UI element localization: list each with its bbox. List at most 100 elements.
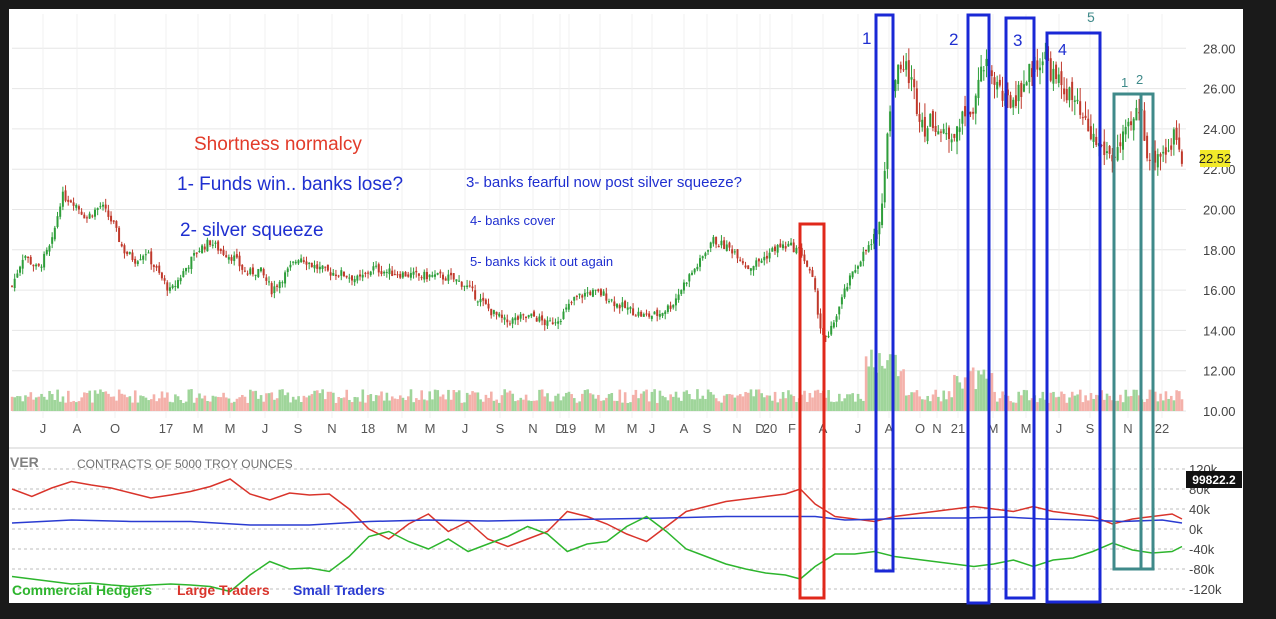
candle-body	[278, 281, 281, 288]
volume-bar	[273, 399, 276, 411]
candle-body	[648, 313, 651, 317]
volume-bar	[961, 388, 964, 411]
candle-body	[1030, 68, 1033, 78]
volume-bar	[1020, 395, 1023, 411]
legend-small-traders: Small Traders	[293, 582, 385, 598]
candle-body	[1076, 99, 1079, 102]
volume-bar	[61, 396, 65, 411]
candle-body	[1127, 121, 1130, 127]
price-x-tick-label: M	[1021, 421, 1032, 436]
volume-bar	[214, 396, 217, 411]
candle-body	[693, 268, 696, 273]
candle-body	[492, 310, 495, 314]
candle-body	[474, 290, 477, 300]
candle-body	[1071, 81, 1074, 101]
volume-bar	[377, 395, 381, 411]
candle-body	[755, 260, 758, 267]
candle-body	[152, 265, 155, 267]
volume-bar	[974, 389, 978, 411]
price-y-tick-label: 28.00	[1203, 41, 1236, 56]
candle-body	[155, 266, 158, 268]
volume-bar	[147, 400, 150, 411]
candle-body	[522, 314, 525, 316]
candle-body	[1063, 88, 1066, 95]
volume-bar	[1145, 398, 1149, 411]
price-x-tick-label: M	[595, 421, 606, 436]
candle-body	[107, 210, 110, 217]
price-x-tick-label: D	[755, 421, 764, 436]
candle-body	[500, 314, 503, 318]
annotation-line-4: 4- banks cover	[470, 213, 556, 228]
volume-bar	[476, 392, 480, 411]
volume-bar	[1076, 394, 1079, 411]
candle-body	[1138, 112, 1141, 114]
candle-body	[637, 311, 640, 316]
candle-body	[1065, 89, 1068, 101]
volume-bar	[969, 371, 972, 411]
volume-bar	[184, 401, 188, 411]
candle-body	[972, 111, 975, 114]
volume-bar	[1009, 401, 1012, 411]
candle-body	[361, 274, 364, 278]
candle-body	[187, 267, 190, 269]
candle-body	[428, 274, 431, 278]
volume-bar	[1001, 391, 1004, 411]
price-x-tick-label: 17	[159, 421, 173, 436]
candle-body	[455, 279, 458, 282]
volume-bar	[634, 389, 638, 411]
candle-body	[458, 280, 461, 282]
volume-bar	[10, 396, 14, 411]
volume-bar	[1017, 391, 1020, 411]
candle-body	[752, 266, 755, 271]
volume-bar	[16, 396, 19, 411]
red-highlight-box	[798, 222, 826, 600]
candle-body	[664, 311, 667, 315]
volume-bar	[880, 365, 884, 411]
volume-bar	[728, 394, 731, 411]
volume-bar	[321, 389, 324, 411]
candle-body	[929, 113, 932, 127]
candle-body	[1178, 137, 1181, 150]
volume-bar	[530, 400, 533, 411]
candle-body	[1108, 145, 1111, 154]
volume-bar	[423, 399, 426, 411]
volume-bar	[912, 392, 916, 411]
volume-bar	[551, 401, 555, 411]
candle-body	[409, 273, 412, 278]
volume-bar	[91, 402, 94, 411]
price-x-tick-label: 22	[1155, 421, 1169, 436]
volume-bar	[235, 398, 239, 411]
candle-body	[573, 297, 576, 301]
volume-bar	[460, 402, 464, 411]
candle-body	[305, 261, 308, 265]
candle-body	[597, 289, 600, 292]
volume-bar	[332, 392, 335, 411]
volume-bar	[447, 389, 450, 411]
price-x-tick-label: S	[703, 421, 712, 436]
candle-body	[1105, 151, 1108, 154]
volume-bar	[867, 366, 871, 411]
candle-body	[284, 272, 287, 284]
candle-body	[1154, 150, 1157, 163]
volume-bar	[747, 392, 750, 411]
candle-body	[1164, 147, 1167, 155]
volume-bar	[1105, 393, 1109, 411]
candle-body	[51, 237, 54, 244]
candle-body	[511, 318, 514, 324]
volume-bar	[712, 394, 715, 411]
candle-body	[586, 292, 589, 294]
candle-body	[241, 264, 244, 270]
candle-body	[854, 270, 857, 273]
volume-bar	[607, 394, 611, 411]
volume-bar	[1172, 400, 1176, 411]
volume-bar	[109, 396, 113, 411]
volume-bar	[519, 397, 523, 411]
candle-body	[1041, 61, 1044, 66]
candle-body	[233, 255, 236, 262]
candle-body	[1001, 90, 1004, 101]
volume-bar	[366, 395, 370, 411]
volume-bar	[562, 396, 565, 411]
annotation-line-1: 1- Funds win.. banks lose?	[177, 174, 403, 195]
candle-body	[562, 311, 565, 320]
volume-bar	[72, 400, 75, 411]
